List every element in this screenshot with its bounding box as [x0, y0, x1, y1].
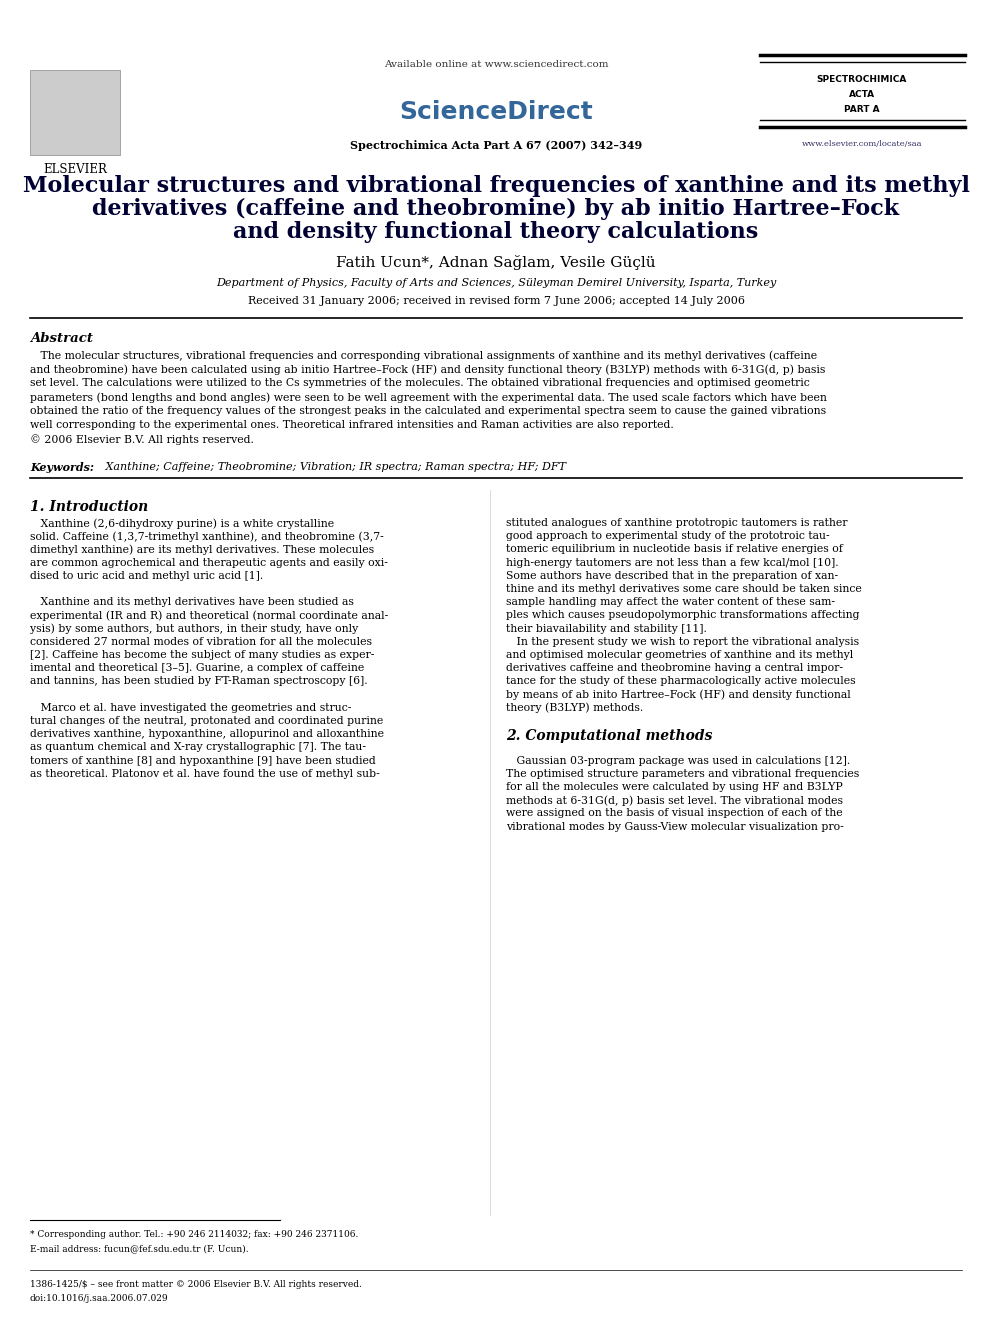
Text: Spectrochimica Acta Part A 67 (2007) 342–349: Spectrochimica Acta Part A 67 (2007) 342… — [350, 140, 642, 151]
Text: ysis) by some authors, but authors, in their study, have only: ysis) by some authors, but authors, in t… — [30, 623, 358, 634]
Text: ScienceDirect: ScienceDirect — [399, 101, 593, 124]
Text: Fatih Ucun*, Adnan Sağlam, Vesile Güçlü: Fatih Ucun*, Adnan Sağlam, Vesile Güçlü — [336, 255, 656, 270]
FancyBboxPatch shape — [30, 70, 120, 155]
Text: by means of ab inito Hartree–Fock (HF) and density functional: by means of ab inito Hartree–Fock (HF) a… — [506, 689, 851, 700]
Text: PART A: PART A — [844, 105, 880, 114]
Text: good approach to experimental study of the prototroic tau-: good approach to experimental study of t… — [506, 532, 829, 541]
Text: considered 27 normal modes of vibration for all the molecules: considered 27 normal modes of vibration … — [30, 636, 372, 647]
Text: derivatives xanthine, hypoxanthine, allopurinol and alloxanthine: derivatives xanthine, hypoxanthine, allo… — [30, 729, 384, 740]
Text: In the present study we wish to report the vibrational analysis: In the present study we wish to report t… — [506, 636, 859, 647]
Text: tural changes of the neutral, protonated and coordinated purine: tural changes of the neutral, protonated… — [30, 716, 383, 726]
Text: [2]. Caffeine has become the subject of many studies as exper-: [2]. Caffeine has become the subject of … — [30, 650, 374, 660]
Text: their biavailability and stability [11].: their biavailability and stability [11]. — [506, 623, 707, 634]
Text: Some authors have described that in the preparation of xan-: Some authors have described that in the … — [506, 570, 838, 581]
Text: vibrational modes by Gauss-View molecular visualization pro-: vibrational modes by Gauss-View molecula… — [506, 822, 844, 832]
Text: solid. Caffeine (1,3,7-trimethyl xanthine), and theobromine (3,7-: solid. Caffeine (1,3,7-trimethyl xanthin… — [30, 532, 384, 541]
Text: Xanthine (2,6-dihydroxy purine) is a white crystalline: Xanthine (2,6-dihydroxy purine) is a whi… — [30, 519, 334, 529]
Text: The molecular structures, vibrational frequencies and corresponding vibrational : The molecular structures, vibrational fr… — [30, 351, 817, 361]
Text: Molecular structures and vibrational frequencies of xanthine and its methyl: Molecular structures and vibrational fre… — [23, 175, 969, 197]
Text: Received 31 January 2006; received in revised form 7 June 2006; accepted 14 July: Received 31 January 2006; received in re… — [247, 296, 745, 306]
Text: and density functional theory calculations: and density functional theory calculatio… — [233, 221, 759, 243]
Text: and optimised molecular geometries of xanthine and its methyl: and optimised molecular geometries of xa… — [506, 650, 853, 660]
Text: derivatives caffeine and theobromine having a central impor-: derivatives caffeine and theobromine hav… — [506, 663, 843, 673]
Text: ELSEVIER: ELSEVIER — [43, 163, 107, 176]
Text: were assigned on the basis of visual inspection of each of the: were assigned on the basis of visual ins… — [506, 808, 842, 819]
Text: imental and theoretical [3–5]. Guarine, a complex of caffeine: imental and theoretical [3–5]. Guarine, … — [30, 663, 364, 673]
Text: obtained the ratio of the frequency values of the strongest peaks in the calcula: obtained the ratio of the frequency valu… — [30, 406, 826, 415]
Text: 1. Introduction: 1. Introduction — [30, 500, 148, 515]
Text: ACTA: ACTA — [849, 90, 875, 99]
Text: SPECTROCHIMICA: SPECTROCHIMICA — [816, 75, 908, 83]
Text: © 2006 Elsevier B.V. All rights reserved.: © 2006 Elsevier B.V. All rights reserved… — [30, 434, 254, 445]
Text: for all the molecules were calculated by using HF and B3LYP: for all the molecules were calculated by… — [506, 782, 843, 792]
Text: The optimised structure parameters and vibrational frequencies: The optimised structure parameters and v… — [506, 769, 859, 779]
Text: dised to uric acid and methyl uric acid [1].: dised to uric acid and methyl uric acid … — [30, 570, 263, 581]
Text: experimental (IR and R) and theoretical (normal coordinate anal-: experimental (IR and R) and theoretical … — [30, 610, 388, 620]
Text: high-energy tautomers are not less than a few kcal/mol [10].: high-energy tautomers are not less than … — [506, 557, 838, 568]
Text: set level. The calculations were utilized to the Cs symmetries of the molecules.: set level. The calculations were utilize… — [30, 378, 809, 388]
Text: methods at 6-31G(d, p) basis set level. The vibrational modes: methods at 6-31G(d, p) basis set level. … — [506, 795, 843, 806]
Text: and theobromine) have been calculated using ab initio Hartree–Fock (HF) and dens: and theobromine) have been calculated us… — [30, 364, 825, 374]
Text: and tannins, has been studied by FT-Raman spectroscopy [6].: and tannins, has been studied by FT-Rama… — [30, 676, 368, 687]
Text: Xanthine and its methyl derivatives have been studied as: Xanthine and its methyl derivatives have… — [30, 597, 354, 607]
Text: dimethyl xanthine) are its methyl derivatives. These molecules: dimethyl xanthine) are its methyl deriva… — [30, 544, 374, 554]
Text: E-mail address: fucun@fef.sdu.edu.tr (F. Ucun).: E-mail address: fucun@fef.sdu.edu.tr (F.… — [30, 1244, 249, 1253]
Text: doi:10.1016/j.saa.2006.07.029: doi:10.1016/j.saa.2006.07.029 — [30, 1294, 169, 1303]
Text: stituted analogues of xanthine prototropic tautomers is rather: stituted analogues of xanthine prototrop… — [506, 519, 847, 528]
Text: Abstract: Abstract — [30, 332, 93, 345]
Text: parameters (bond lengths and bond angles) were seen to be well agreement with th: parameters (bond lengths and bond angles… — [30, 392, 827, 402]
Text: 2. Computational methods: 2. Computational methods — [506, 729, 712, 744]
Text: ples which causes pseudopolymorphic transformations affecting: ples which causes pseudopolymorphic tran… — [506, 610, 859, 620]
Text: Department of Physics, Faculty of Arts and Sciences, Süleyman Demirel University: Department of Physics, Faculty of Arts a… — [216, 278, 776, 288]
Text: are common agrochemical and therapeutic agents and easily oxi-: are common agrochemical and therapeutic … — [30, 557, 388, 568]
Text: Gaussian 03-program package was used in calculations [12].: Gaussian 03-program package was used in … — [506, 755, 850, 766]
Text: as theoretical. Platonov et al. have found the use of methyl sub-: as theoretical. Platonov et al. have fou… — [30, 769, 380, 779]
Text: Keywords:: Keywords: — [30, 462, 94, 474]
Text: tomeric equilibrium in nucleotide basis if relative energies of: tomeric equilibrium in nucleotide basis … — [506, 544, 843, 554]
Text: Marco et al. have investigated the geometries and struc-: Marco et al. have investigated the geome… — [30, 703, 351, 713]
Text: 1386-1425/$ – see front matter © 2006 Elsevier B.V. All rights reserved.: 1386-1425/$ – see front matter © 2006 El… — [30, 1279, 362, 1289]
Text: theory (B3LYP) methods.: theory (B3LYP) methods. — [506, 703, 643, 713]
Text: tance for the study of these pharmacologically active molecules: tance for the study of these pharmacolog… — [506, 676, 856, 687]
Text: thine and its methyl derivatives some care should be taken since: thine and its methyl derivatives some ca… — [506, 583, 862, 594]
Text: * Corresponding author. Tel.: +90 246 2114032; fax: +90 246 2371106.: * Corresponding author. Tel.: +90 246 21… — [30, 1230, 358, 1240]
Text: sample handling may affect the water content of these sam-: sample handling may affect the water con… — [506, 597, 835, 607]
Text: www.elsevier.com/locate/saa: www.elsevier.com/locate/saa — [802, 140, 923, 148]
Text: as quantum chemical and X-ray crystallographic [7]. The tau-: as quantum chemical and X-ray crystallog… — [30, 742, 366, 753]
Text: derivatives (caffeine and theobromine) by ab initio Hartree–Fock: derivatives (caffeine and theobromine) b… — [92, 198, 900, 220]
Text: Available online at www.sciencedirect.com: Available online at www.sciencedirect.co… — [384, 60, 608, 69]
Text: tomers of xanthine [8] and hypoxanthine [9] have been studied: tomers of xanthine [8] and hypoxanthine … — [30, 755, 376, 766]
Text: Xanthine; Caffeine; Theobromine; Vibration; IR spectra; Raman spectra; HF; DFT: Xanthine; Caffeine; Theobromine; Vibrati… — [102, 462, 566, 472]
Text: well corresponding to the experimental ones. Theoretical infrared intensities an: well corresponding to the experimental o… — [30, 419, 674, 430]
